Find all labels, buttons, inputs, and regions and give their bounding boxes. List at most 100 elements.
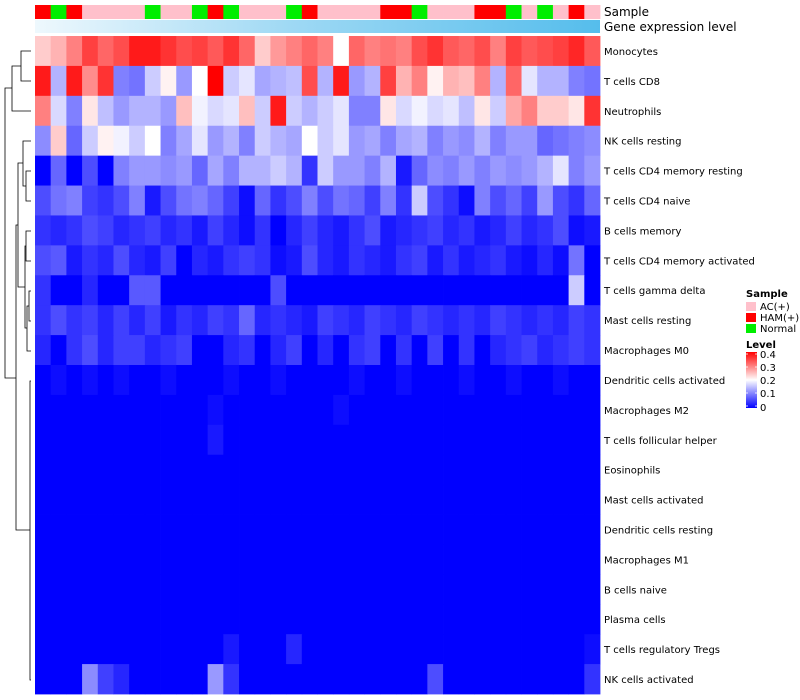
heatmap-cell	[97, 634, 114, 665]
heatmap-cell	[207, 484, 224, 515]
heatmap-cell	[160, 245, 177, 276]
heatmap-cell	[584, 484, 601, 515]
heatmap-cell	[144, 36, 161, 67]
heatmap-cell	[144, 305, 161, 336]
heatmap-cell	[35, 95, 52, 127]
heatmap-cell	[568, 544, 585, 575]
heatmap-cell	[490, 634, 507, 665]
heatmap-cell	[458, 574, 475, 605]
heatmap-cell	[223, 604, 240, 635]
heatmap-cell	[207, 95, 224, 127]
heatmap-cell	[176, 544, 193, 575]
heatmap-cell	[364, 634, 381, 665]
heatmap-cell	[348, 125, 365, 157]
heatmap-cell	[474, 335, 491, 366]
heatmap-cell	[317, 305, 334, 336]
heatmap-cell	[270, 454, 287, 486]
heatmap-cell	[458, 95, 475, 127]
heatmap-cell	[286, 155, 303, 186]
heatmap-cell	[364, 394, 381, 426]
heatmap-cell	[129, 305, 146, 336]
heatmap-cell	[191, 185, 209, 216]
heatmap-cell	[129, 424, 146, 456]
heatmap-cell	[286, 185, 303, 216]
heatmap-cell	[317, 215, 334, 246]
heatmap-cell	[568, 365, 585, 396]
heatmap-cell	[239, 305, 256, 336]
heatmap-cell	[176, 514, 193, 545]
heatmap-cell	[160, 604, 177, 635]
heatmap-cell	[113, 484, 130, 515]
heatmap-cell	[66, 36, 83, 67]
heatmap-cell	[348, 664, 365, 695]
heatmap-cell	[364, 36, 381, 67]
heatmap-cell	[411, 275, 428, 306]
heatmap-cell	[239, 65, 256, 97]
heatmap-cell	[270, 36, 287, 67]
heatmap-cell	[191, 275, 209, 306]
row-label: Dendritic cells activated	[604, 376, 725, 387]
heatmap-cell	[207, 514, 224, 545]
heatmap-cell	[348, 604, 365, 635]
heatmap-cell	[474, 544, 491, 575]
heatmap-cell	[364, 365, 381, 396]
heatmap-cell	[411, 185, 428, 216]
heatmap-cell	[286, 365, 303, 396]
heatmap-cell	[66, 245, 83, 276]
heatmap-cell	[568, 65, 585, 97]
heatmap-cell	[191, 634, 209, 665]
heatmap-cell	[317, 394, 334, 426]
heatmap-cell	[380, 65, 397, 97]
heatmap-cell	[552, 65, 570, 97]
heatmap-cell	[35, 125, 52, 157]
heatmap-cell	[286, 664, 303, 695]
heatmap-cell	[113, 305, 130, 336]
heatmap-cell	[254, 664, 271, 695]
heatmap-cell	[160, 574, 177, 605]
heatmap-cell	[458, 215, 475, 246]
heatmap-cell	[521, 65, 538, 97]
heatmap-cell	[82, 634, 99, 665]
heatmap-cell	[301, 544, 318, 575]
row-label: Macrophages M1	[604, 555, 689, 566]
heatmap-cell	[239, 335, 256, 366]
heatmap-cell	[144, 574, 161, 605]
heatmap-cell	[427, 215, 444, 246]
heatmap-cell	[176, 215, 193, 246]
heatmap-cell	[584, 215, 601, 246]
heatmap-cell	[254, 36, 271, 67]
heatmap-cell	[552, 514, 570, 545]
heatmap-cell	[427, 36, 444, 67]
heatmap-cell	[144, 335, 161, 366]
heatmap-cell	[82, 335, 99, 366]
heatmap-cell	[317, 544, 334, 575]
heatmap-cell	[443, 275, 460, 306]
heatmap-cell	[380, 36, 397, 67]
heatmap-cell	[380, 155, 397, 186]
dendrogram-branch	[20, 50, 31, 82]
row-label: T cells gamma delta	[603, 286, 705, 297]
heatmap-cell	[160, 65, 177, 97]
row-label: B cells naive	[604, 585, 667, 596]
heatmap-cell	[458, 245, 475, 276]
row-label: T cells CD4 naive	[603, 197, 690, 208]
heatmap-cell	[207, 604, 224, 635]
heatmap-cell	[160, 275, 177, 306]
heatmap-cell	[411, 574, 428, 605]
heatmap-cell	[427, 574, 444, 605]
heatmap-cell	[97, 484, 114, 515]
heatmap-cell	[443, 514, 460, 545]
heatmap-cell	[395, 185, 413, 216]
heatmap-cell	[301, 604, 318, 635]
row-label: B cells memory	[604, 226, 681, 237]
heatmap-cell	[254, 544, 271, 575]
heatmap-cell	[223, 275, 240, 306]
heatmap-cell	[301, 335, 318, 366]
heatmap-cell	[474, 604, 491, 635]
heatmap-cell	[286, 574, 303, 605]
heatmap-cell	[301, 275, 318, 306]
heatmap-cell	[443, 36, 460, 67]
heatmap-cell	[35, 335, 52, 366]
heatmap-cell	[129, 664, 146, 695]
heatmap-cell	[427, 335, 444, 366]
